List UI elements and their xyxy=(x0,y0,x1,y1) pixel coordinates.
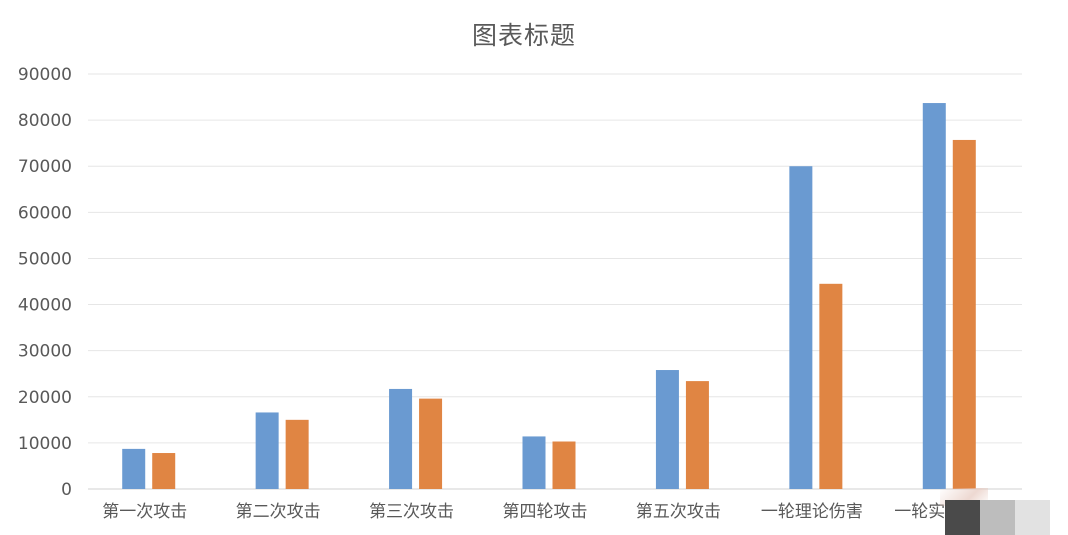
bar-series-1 xyxy=(522,436,546,489)
y-tick-label: 80000 xyxy=(18,111,72,131)
y-tick-label: 20000 xyxy=(18,388,72,408)
bar-series-1 xyxy=(655,370,679,489)
bar-series-1 xyxy=(255,412,279,489)
y-tick-label: 90000 xyxy=(18,65,72,85)
y-tick-label: 70000 xyxy=(18,157,72,177)
y-tick-label: 0 xyxy=(61,480,72,500)
bar-series-2 xyxy=(552,441,576,489)
bar-series-2 xyxy=(152,453,176,489)
overlay-swatch-light xyxy=(1015,500,1050,535)
bar-series-2 xyxy=(685,381,709,489)
x-tick-label: 一轮理论伤害 xyxy=(761,502,863,522)
x-tick-label: 第五次攻击 xyxy=(636,502,721,522)
bar-series-2 xyxy=(419,398,443,489)
bar-series-2 xyxy=(952,139,976,489)
y-axis-ticks: 0 10000 20000 30000 40000 50000 60000 70000 8000… xyxy=(18,65,72,500)
x-tick-label: 第一次攻击 xyxy=(102,502,187,522)
y-tick-label: 50000 xyxy=(18,249,72,269)
x-axis-ticks: 第一次攻击第二次攻击第三次攻击第四轮攻击第五次攻击一轮理论伤害一轮实际伤害 xyxy=(102,502,996,522)
overlay-swatch-dark xyxy=(945,500,980,535)
y-tick-label: 30000 xyxy=(18,342,72,362)
y-tick-label: 40000 xyxy=(18,296,72,316)
chart-title: 图表标题 xyxy=(471,21,576,50)
y-tick-label: 60000 xyxy=(18,203,72,223)
bar-series-1 xyxy=(922,103,946,490)
bar-series-1 xyxy=(389,388,413,489)
x-tick-label: 第二次攻击 xyxy=(236,502,321,522)
bar-series-1 xyxy=(122,448,146,489)
gridlines xyxy=(88,73,1022,490)
bar-series-2 xyxy=(819,283,843,489)
y-tick-label: 10000 xyxy=(18,434,72,454)
x-tick-label: 第三次攻击 xyxy=(369,502,454,522)
bar-series-2 xyxy=(285,419,309,489)
bars xyxy=(122,103,976,490)
bar-series-1 xyxy=(789,166,813,489)
x-tick-label: 第四轮攻击 xyxy=(503,502,588,522)
overlay-swatch-mid xyxy=(980,500,1015,535)
